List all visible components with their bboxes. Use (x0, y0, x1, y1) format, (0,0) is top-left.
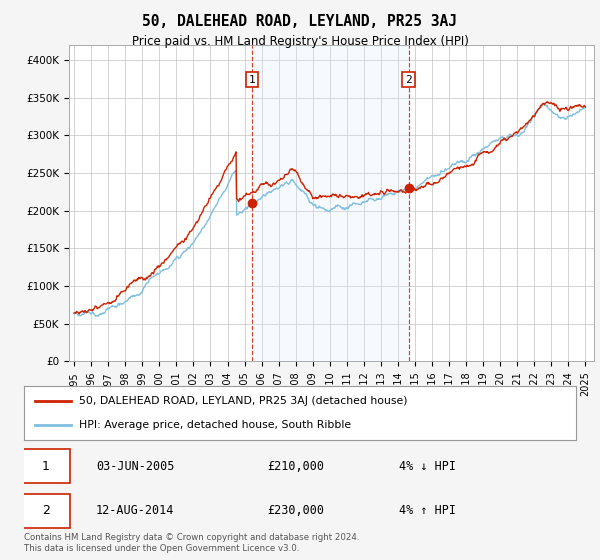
Text: £230,000: £230,000 (267, 505, 324, 517)
Text: 03-JUN-2005: 03-JUN-2005 (96, 460, 174, 473)
Bar (252, 45, 409, 361)
Text: 4% ↓ HPI: 4% ↓ HPI (400, 460, 457, 473)
Text: HPI: Average price, detached house, South Ribble: HPI: Average price, detached house, Sout… (79, 420, 352, 430)
Text: 2: 2 (42, 505, 50, 517)
Text: £210,000: £210,000 (267, 460, 324, 473)
Text: 2: 2 (405, 74, 412, 85)
Text: 50, DALEHEAD ROAD, LEYLAND, PR25 3AJ: 50, DALEHEAD ROAD, LEYLAND, PR25 3AJ (143, 14, 458, 29)
Text: Price paid vs. HM Land Registry's House Price Index (HPI): Price paid vs. HM Land Registry's House … (131, 35, 469, 48)
Text: 12-AUG-2014: 12-AUG-2014 (96, 505, 174, 517)
Text: Contains HM Land Registry data © Crown copyright and database right 2024.
This d: Contains HM Land Registry data © Crown c… (24, 533, 359, 553)
Text: 50, DALEHEAD ROAD, LEYLAND, PR25 3AJ (detached house): 50, DALEHEAD ROAD, LEYLAND, PR25 3AJ (de… (79, 396, 408, 406)
FancyBboxPatch shape (23, 449, 70, 483)
Text: 1: 1 (42, 460, 50, 473)
Text: 1: 1 (248, 74, 255, 85)
FancyBboxPatch shape (23, 494, 70, 528)
Text: 4% ↑ HPI: 4% ↑ HPI (400, 505, 457, 517)
